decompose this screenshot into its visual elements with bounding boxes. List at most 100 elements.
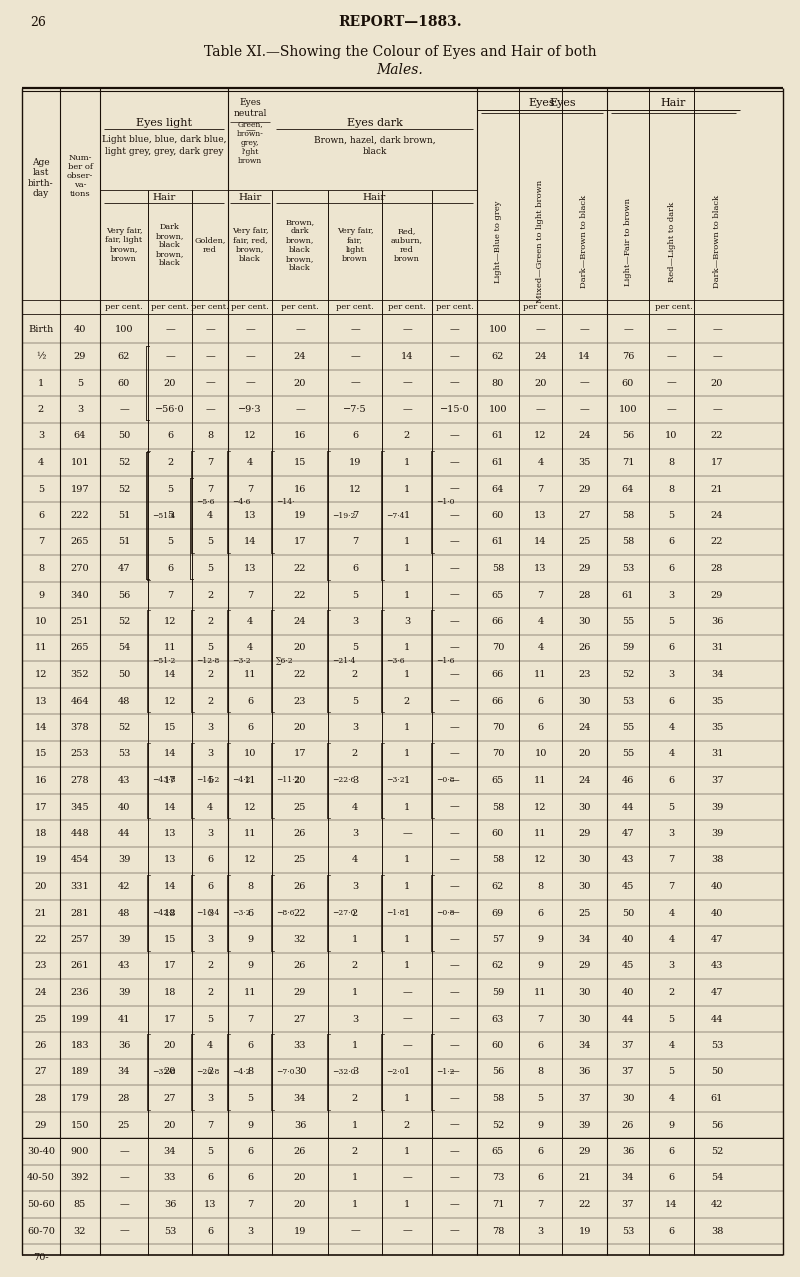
- Text: 30: 30: [578, 882, 590, 891]
- Text: 352: 352: [70, 670, 90, 679]
- Text: 7: 7: [538, 590, 544, 599]
- Text: −51·4: −51·4: [152, 512, 175, 520]
- Text: 61: 61: [492, 538, 504, 547]
- Text: 199: 199: [70, 1014, 90, 1023]
- Text: 11: 11: [244, 829, 256, 838]
- Text: 52: 52: [118, 484, 130, 493]
- Text: 6: 6: [669, 776, 674, 785]
- Text: 4: 4: [668, 935, 674, 944]
- Text: 11: 11: [244, 670, 256, 679]
- Text: 25: 25: [35, 1014, 47, 1023]
- Text: 39: 39: [118, 856, 130, 865]
- Text: 1: 1: [404, 511, 410, 520]
- Text: 1: 1: [404, 564, 410, 573]
- Text: Hair: Hair: [661, 98, 686, 109]
- Text: −3·2: −3·2: [232, 658, 250, 665]
- Text: 24: 24: [578, 432, 590, 441]
- Text: —: —: [295, 405, 305, 414]
- Text: 36: 36: [164, 1200, 176, 1209]
- Text: —: —: [536, 326, 546, 335]
- Text: 29: 29: [578, 484, 590, 493]
- Text: —: —: [666, 405, 676, 414]
- Text: 50: 50: [118, 670, 130, 679]
- Text: 27: 27: [34, 1068, 47, 1077]
- Text: 50: 50: [118, 432, 130, 441]
- Text: 65: 65: [492, 1147, 504, 1156]
- Text: —: —: [245, 378, 255, 387]
- Text: 52: 52: [118, 458, 130, 467]
- Text: Hair: Hair: [363, 194, 386, 203]
- Text: Table XI.—Showing the Colour of Eyes and Hair of both: Table XI.—Showing the Colour of Eyes and…: [204, 45, 596, 59]
- Text: −1·2: −1·2: [436, 1068, 454, 1077]
- Text: 55: 55: [622, 750, 634, 759]
- Text: 26: 26: [294, 829, 306, 838]
- Text: 12: 12: [244, 856, 256, 865]
- Text: 29: 29: [294, 988, 306, 997]
- Text: Eyes: Eyes: [529, 98, 555, 109]
- Text: 4: 4: [668, 1041, 674, 1050]
- Text: 71: 71: [492, 1200, 504, 1209]
- Text: 39: 39: [118, 935, 130, 944]
- Text: 5: 5: [207, 644, 213, 653]
- Text: 29: 29: [711, 590, 723, 599]
- Text: −3·6: −3·6: [386, 658, 405, 665]
- Text: —: —: [295, 326, 305, 335]
- Text: 39: 39: [711, 829, 723, 838]
- Text: 5: 5: [38, 484, 44, 493]
- Text: 20: 20: [294, 644, 306, 653]
- Text: 5: 5: [247, 1094, 253, 1103]
- Text: Eyes: Eyes: [550, 98, 576, 109]
- Text: 56: 56: [622, 432, 634, 441]
- Text: 5: 5: [669, 617, 674, 626]
- Text: —: —: [205, 378, 215, 387]
- Text: 13: 13: [204, 1200, 216, 1209]
- Text: —: —: [712, 405, 722, 414]
- Text: 17: 17: [710, 458, 723, 467]
- Text: 27: 27: [294, 1014, 306, 1023]
- Text: 20: 20: [578, 750, 590, 759]
- Text: −32·0: −32·0: [332, 1068, 355, 1077]
- Text: Light—Fair to brown: Light—Fair to brown: [624, 198, 632, 286]
- Text: 6: 6: [167, 564, 173, 573]
- Text: —: —: [450, 802, 459, 811]
- Text: 26: 26: [30, 15, 46, 28]
- Text: 2: 2: [352, 750, 358, 759]
- Text: 3: 3: [207, 829, 213, 838]
- Text: 1: 1: [352, 988, 358, 997]
- Text: —: —: [450, 776, 459, 785]
- Text: —: —: [245, 326, 255, 335]
- Text: 18: 18: [164, 988, 176, 997]
- Text: 3: 3: [207, 935, 213, 944]
- Text: 5: 5: [352, 696, 358, 705]
- Text: 4: 4: [352, 856, 358, 865]
- Text: 65: 65: [492, 590, 504, 599]
- Text: 16: 16: [294, 432, 306, 441]
- Text: 6: 6: [669, 564, 674, 573]
- Text: Hair: Hair: [152, 194, 176, 203]
- Text: −1·0: −1·0: [436, 498, 454, 506]
- Text: 63: 63: [492, 1014, 504, 1023]
- Text: 30: 30: [294, 1068, 306, 1077]
- Text: 4: 4: [538, 617, 544, 626]
- Text: 33: 33: [164, 1174, 176, 1183]
- Text: 197: 197: [70, 484, 90, 493]
- Text: 52: 52: [711, 1147, 723, 1156]
- Text: 56: 56: [118, 590, 130, 599]
- Text: 30: 30: [578, 617, 590, 626]
- Text: 20: 20: [294, 723, 306, 732]
- Text: 3: 3: [352, 1068, 358, 1077]
- Text: 44: 44: [118, 829, 130, 838]
- Text: 11: 11: [164, 644, 176, 653]
- Text: —: —: [450, 1200, 459, 1209]
- Text: 150: 150: [70, 1120, 90, 1129]
- Text: 30-40: 30-40: [27, 1147, 55, 1156]
- Text: 4: 4: [668, 1094, 674, 1103]
- Text: 50-60: 50-60: [27, 1200, 55, 1209]
- Text: 1: 1: [404, 882, 410, 891]
- Text: 57: 57: [492, 935, 504, 944]
- Text: 5: 5: [207, 776, 213, 785]
- Text: 8: 8: [669, 484, 674, 493]
- Text: 257: 257: [70, 935, 90, 944]
- Text: 58: 58: [492, 856, 504, 865]
- Text: 6: 6: [538, 723, 543, 732]
